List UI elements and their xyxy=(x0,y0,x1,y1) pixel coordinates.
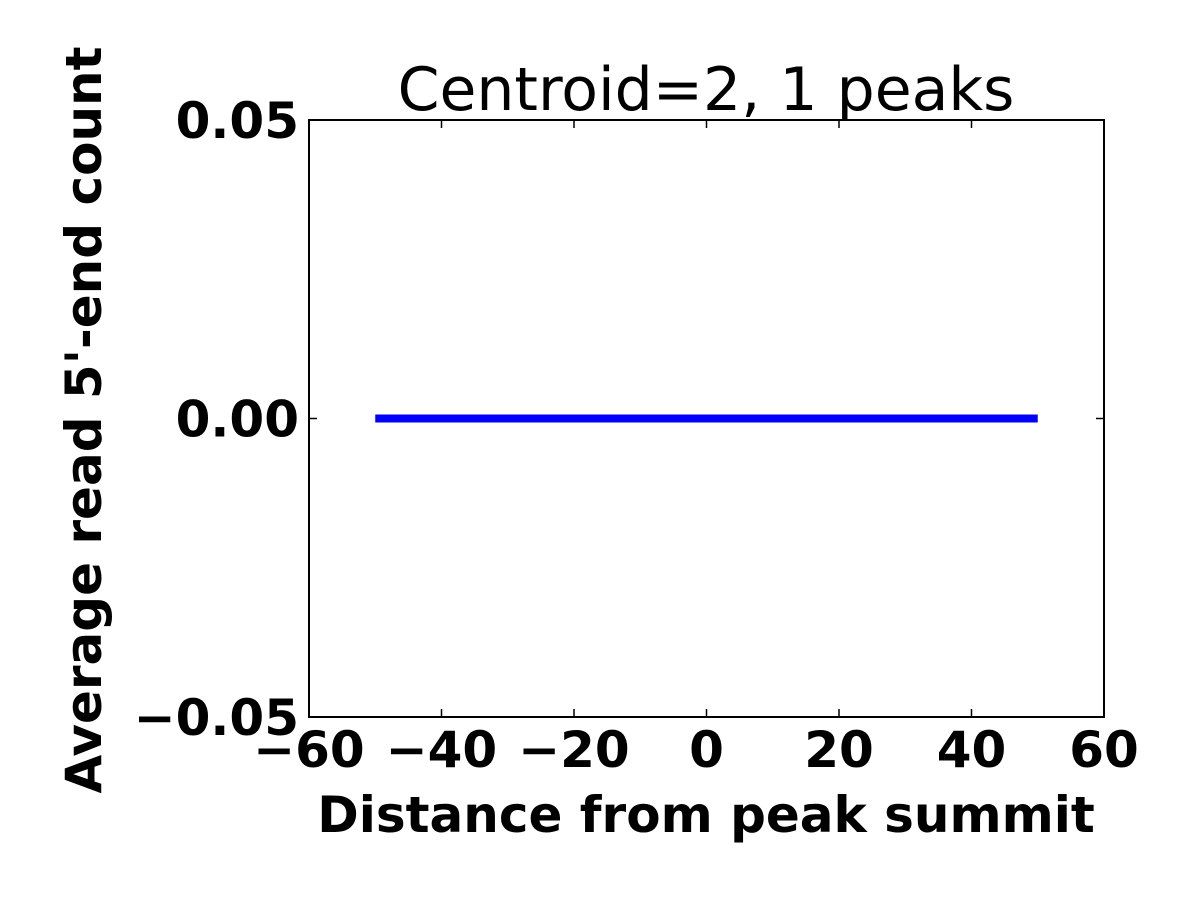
chart-title: Centroid=2, 1 peaks xyxy=(398,55,1015,125)
x-tick-label: 60 xyxy=(1069,721,1139,779)
plot-frame xyxy=(308,119,1105,718)
y-tick-label: 0.05 xyxy=(176,92,299,150)
x-tick-label: −40 xyxy=(386,721,497,779)
x-tick-label: 20 xyxy=(804,721,874,779)
x-axis-label: Distance from peak summit xyxy=(317,786,1095,844)
x-tick-label: −20 xyxy=(518,721,629,779)
y-tick-label: −0.05 xyxy=(134,689,299,747)
y-tick-label: 0.00 xyxy=(176,391,299,449)
x-tick-label: 0 xyxy=(689,721,724,779)
x-tick-label: 40 xyxy=(937,721,1007,779)
y-axis-label: Average read 5'-end count xyxy=(55,46,113,793)
x-tick-label: −60 xyxy=(253,721,364,779)
